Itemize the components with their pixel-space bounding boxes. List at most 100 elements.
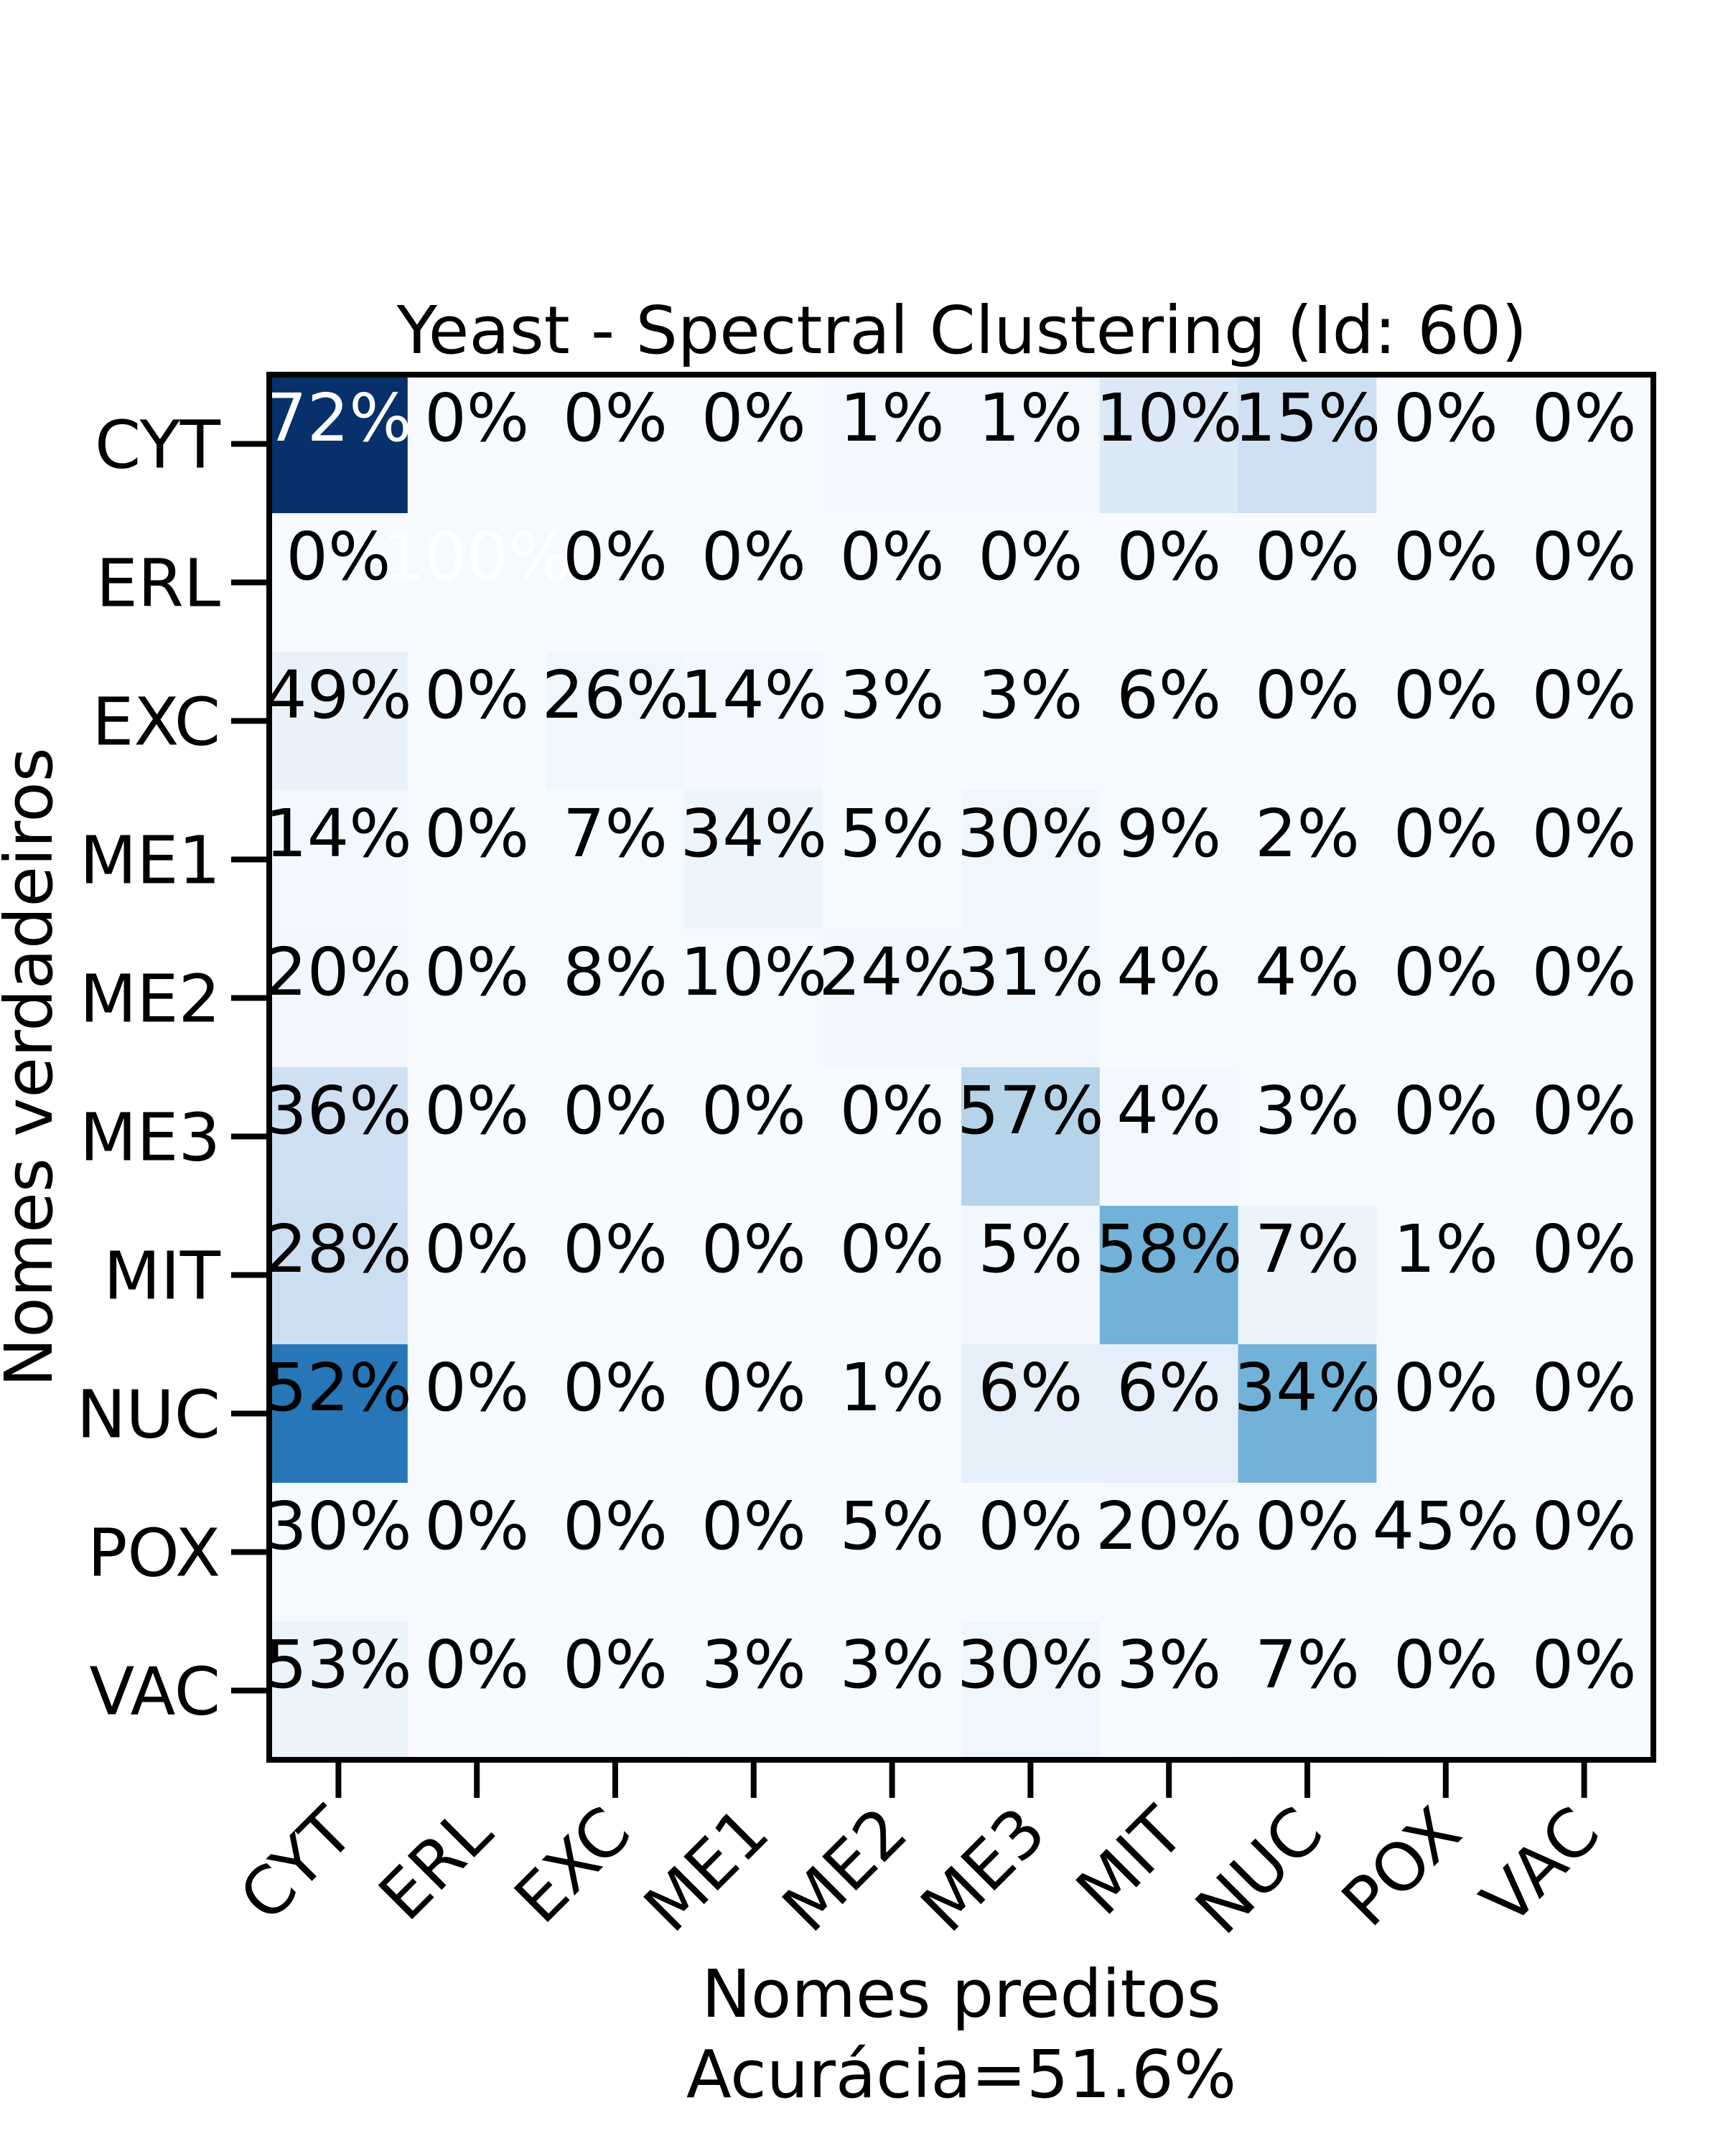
heatmap-cell-label-vac-nuc: 7% xyxy=(1255,1626,1360,1703)
heatmap-cell-vac-cyt xyxy=(269,1621,408,1761)
heatmap-cell-vac-mit xyxy=(1099,1621,1239,1761)
heatmap-cell-label-pox-cyt: 30% xyxy=(265,1488,411,1565)
heatmap-cell-label-nuc-me3: 6% xyxy=(978,1349,1083,1426)
heatmap-cell-me3-cyt xyxy=(269,1067,408,1206)
heatmap-cell-nuc-me3 xyxy=(961,1344,1101,1484)
heatmap-cell-exc-me2 xyxy=(823,652,962,791)
heatmap-cell-label-vac-pox: 0% xyxy=(1393,1626,1498,1703)
heatmap-cell-label-vac-mit: 3% xyxy=(1116,1626,1221,1703)
heatmap-cell-label-erl-erl: 100% xyxy=(383,518,571,595)
heatmap-cell-label-exc-pox: 0% xyxy=(1393,657,1498,733)
heatmap-cell-label-mit-cyt: 28% xyxy=(265,1211,411,1288)
chart-title: Yeast - Spectral Clustering (Id: 60) xyxy=(396,292,1527,369)
heatmap-cell-me2-cyt xyxy=(269,929,408,1068)
heatmap-cell-cyt-nuc xyxy=(1238,375,1377,514)
heatmap-cell-label-nuc-me1: 0% xyxy=(701,1349,806,1426)
heatmap-cell-label-nuc-pox: 0% xyxy=(1393,1349,1498,1426)
heatmap-cell-me1-exc xyxy=(546,790,685,929)
heatmap-cell-mit-cyt xyxy=(269,1206,408,1345)
heatmap-cell-vac-me3 xyxy=(961,1621,1101,1761)
heatmap-cell-label-erl-me3: 0% xyxy=(978,518,1083,595)
heatmap-cell-vac-nuc xyxy=(1238,1621,1377,1761)
heatmap-cell-label-vac-me2: 3% xyxy=(840,1626,945,1703)
heatmap-cell-me1-vac xyxy=(1515,790,1654,929)
heatmap-cell-me2-exc xyxy=(546,929,685,1068)
heatmap-cell-vac-me1 xyxy=(684,1621,823,1761)
heatmap-cell-label-pox-exc: 0% xyxy=(563,1488,668,1565)
heatmap-cell-label-me2-cyt: 20% xyxy=(265,934,411,1011)
heatmap-cell-label-me2-pox: 0% xyxy=(1393,934,1498,1011)
heatmap-cell-label-me1-exc: 7% xyxy=(563,795,668,872)
heatmap-cell-erl-mit xyxy=(1099,513,1239,652)
heatmap-cell-label-exc-exc: 26% xyxy=(542,657,688,733)
heatmap-cell-label-mit-erl: 0% xyxy=(424,1211,529,1288)
heatmap-cell-me2-pox xyxy=(1376,929,1516,1068)
heatmap-cell-label-me3-nuc: 3% xyxy=(1255,1072,1360,1149)
heatmap-cell-me1-me3 xyxy=(961,790,1101,929)
heatmap-cell-label-me1-me2: 5% xyxy=(840,795,945,872)
heatmap-cell-label-erl-exc: 0% xyxy=(563,518,668,595)
heatmap-cell-me1-mit xyxy=(1099,790,1239,929)
plot-frame xyxy=(266,372,1656,1763)
heatmap-cell-label-exc-mit: 6% xyxy=(1116,657,1221,733)
heatmap-cell-label-me2-mit: 4% xyxy=(1116,934,1221,1011)
heatmap-cell-label-cyt-me1: 0% xyxy=(701,380,806,456)
y-tick-label-me1: ME1 xyxy=(80,822,220,899)
heatmap-cell-label-cyt-cyt: 72% xyxy=(265,380,411,456)
heatmap-cell-label-erl-vac: 0% xyxy=(1532,518,1637,595)
heatmap-cell-me2-vac xyxy=(1515,929,1654,1068)
heatmap-cell-vac-erl xyxy=(407,1621,547,1761)
y-axis-ticks: CYT ERL EXC ME1 ME2 ME3 MIT NUC POX VAC xyxy=(77,407,269,1730)
heatmap-cell-label-me1-erl: 0% xyxy=(424,795,529,872)
y-tick-label-pox: POX xyxy=(88,1515,220,1592)
heatmap-cell-label-me1-cyt: 14% xyxy=(265,795,411,872)
heatmap-cell-label-nuc-erl: 0% xyxy=(424,1349,529,1426)
heatmap-cell-label-vac-me3: 30% xyxy=(957,1626,1103,1703)
heatmap-cell-label-erl-nuc: 0% xyxy=(1255,518,1360,595)
heatmap-cell-me3-pox xyxy=(1376,1067,1516,1206)
y-tick-label-me2: ME2 xyxy=(80,961,220,1038)
heatmap-cell-erl-cyt xyxy=(269,513,408,652)
heatmap-cell-label-me3-exc: 0% xyxy=(563,1072,668,1149)
heatmap-cell-mit-erl xyxy=(407,1206,547,1345)
heatmap-cell-me2-mit xyxy=(1099,929,1239,1068)
heatmap-cell-me3-mit xyxy=(1099,1067,1239,1206)
heatmap-cell-label-me1-me3: 30% xyxy=(957,795,1103,872)
heatmap-cell-label-exc-erl: 0% xyxy=(424,657,529,733)
heatmap-cell-label-vac-me1: 3% xyxy=(701,1626,806,1703)
heatmap-cell-label-me2-exc: 8% xyxy=(563,934,668,1011)
heatmap-cell-pox-nuc xyxy=(1238,1483,1377,1622)
heatmap-cell-me3-me2 xyxy=(823,1067,962,1206)
y-axis-label: Nomes verdadeiros xyxy=(0,747,67,1387)
heatmap-cell-nuc-mit xyxy=(1099,1344,1239,1484)
heatmap-cell-label-me3-me1: 0% xyxy=(701,1072,806,1149)
heatmap-cell-label-nuc-exc: 0% xyxy=(563,1349,668,1426)
heatmap-cell-exc-me1 xyxy=(684,652,823,791)
heatmap-cell-label-me3-mit: 4% xyxy=(1116,1072,1221,1149)
heatmap-cell-nuc-me1 xyxy=(684,1344,823,1484)
heatmap-cell-pox-me3 xyxy=(961,1483,1101,1622)
heatmap-cell-exc-nuc xyxy=(1238,652,1377,791)
heatmap-cell-cyt-exc xyxy=(546,375,685,514)
heatmap-cell-label-pox-me3: 0% xyxy=(978,1488,1083,1565)
heatmap-cell-label-me1-mit: 9% xyxy=(1116,795,1221,872)
heatmap-cell-nuc-me2 xyxy=(823,1344,962,1484)
heatmap-cell-mit-me1 xyxy=(684,1206,823,1345)
heatmap-cell-label-mit-nuc: 7% xyxy=(1255,1211,1360,1288)
heatmap-cell-erl-me2 xyxy=(823,513,962,652)
heatmap-cell-cyt-me2 xyxy=(823,375,962,514)
heatmap-cell-vac-pox xyxy=(1376,1621,1516,1761)
heatmap-cell-pox-pox xyxy=(1376,1483,1516,1622)
heatmap-cell-me2-me1 xyxy=(684,929,823,1068)
heatmap-cell-erl-vac xyxy=(1515,513,1654,652)
heatmap-cell-label-exc-me2: 3% xyxy=(840,657,945,733)
heatmap-cell-label-me3-vac: 0% xyxy=(1532,1072,1637,1149)
heatmap-cell-label-nuc-me2: 1% xyxy=(840,1349,945,1426)
y-tick-label-nuc: NUC xyxy=(77,1377,220,1453)
heatmap-cell-mit-me2 xyxy=(823,1206,962,1345)
heatmap-cell-label-mit-me3: 5% xyxy=(978,1211,1083,1288)
heatmap-cell-nuc-exc xyxy=(546,1344,685,1484)
y-tick-label-erl: ERL xyxy=(96,545,220,622)
heatmap-cell-label-pox-me2: 5% xyxy=(840,1488,945,1565)
heatmap-cell-vac-me2 xyxy=(823,1621,962,1761)
